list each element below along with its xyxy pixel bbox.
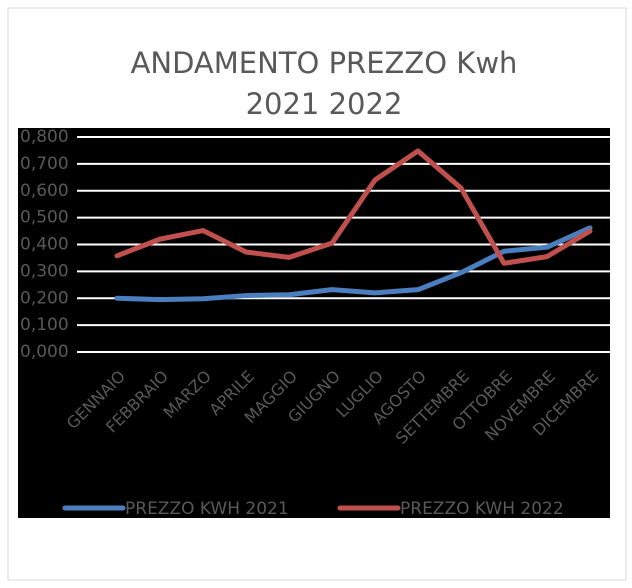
plot-background (18, 128, 610, 518)
line-series (114, 225, 593, 303)
y-tick-label: 0,200 (20, 288, 69, 308)
y-tick-label: 0,700 (20, 154, 69, 174)
y-tick-label: 0,300 (20, 261, 69, 281)
legend-label: PREZZO KWH 2022 (400, 499, 564, 519)
line-series (114, 148, 593, 266)
chart-subtitle: 2021 2022 (246, 87, 403, 121)
y-tick-label: 0,400 (20, 235, 69, 255)
y-tick-label: 0,600 (20, 181, 69, 201)
y-tick-label: 0,000 (20, 342, 69, 362)
y-tick-label: 0,500 (20, 208, 69, 228)
y-tick-label: 0,800 (20, 127, 69, 147)
y-tick-label: 0,100 (20, 315, 69, 335)
legend-label: PREZZO KWH 2021 (125, 499, 289, 519)
chart-title: ANDAMENTO PREZZO Kwh (131, 46, 518, 80)
